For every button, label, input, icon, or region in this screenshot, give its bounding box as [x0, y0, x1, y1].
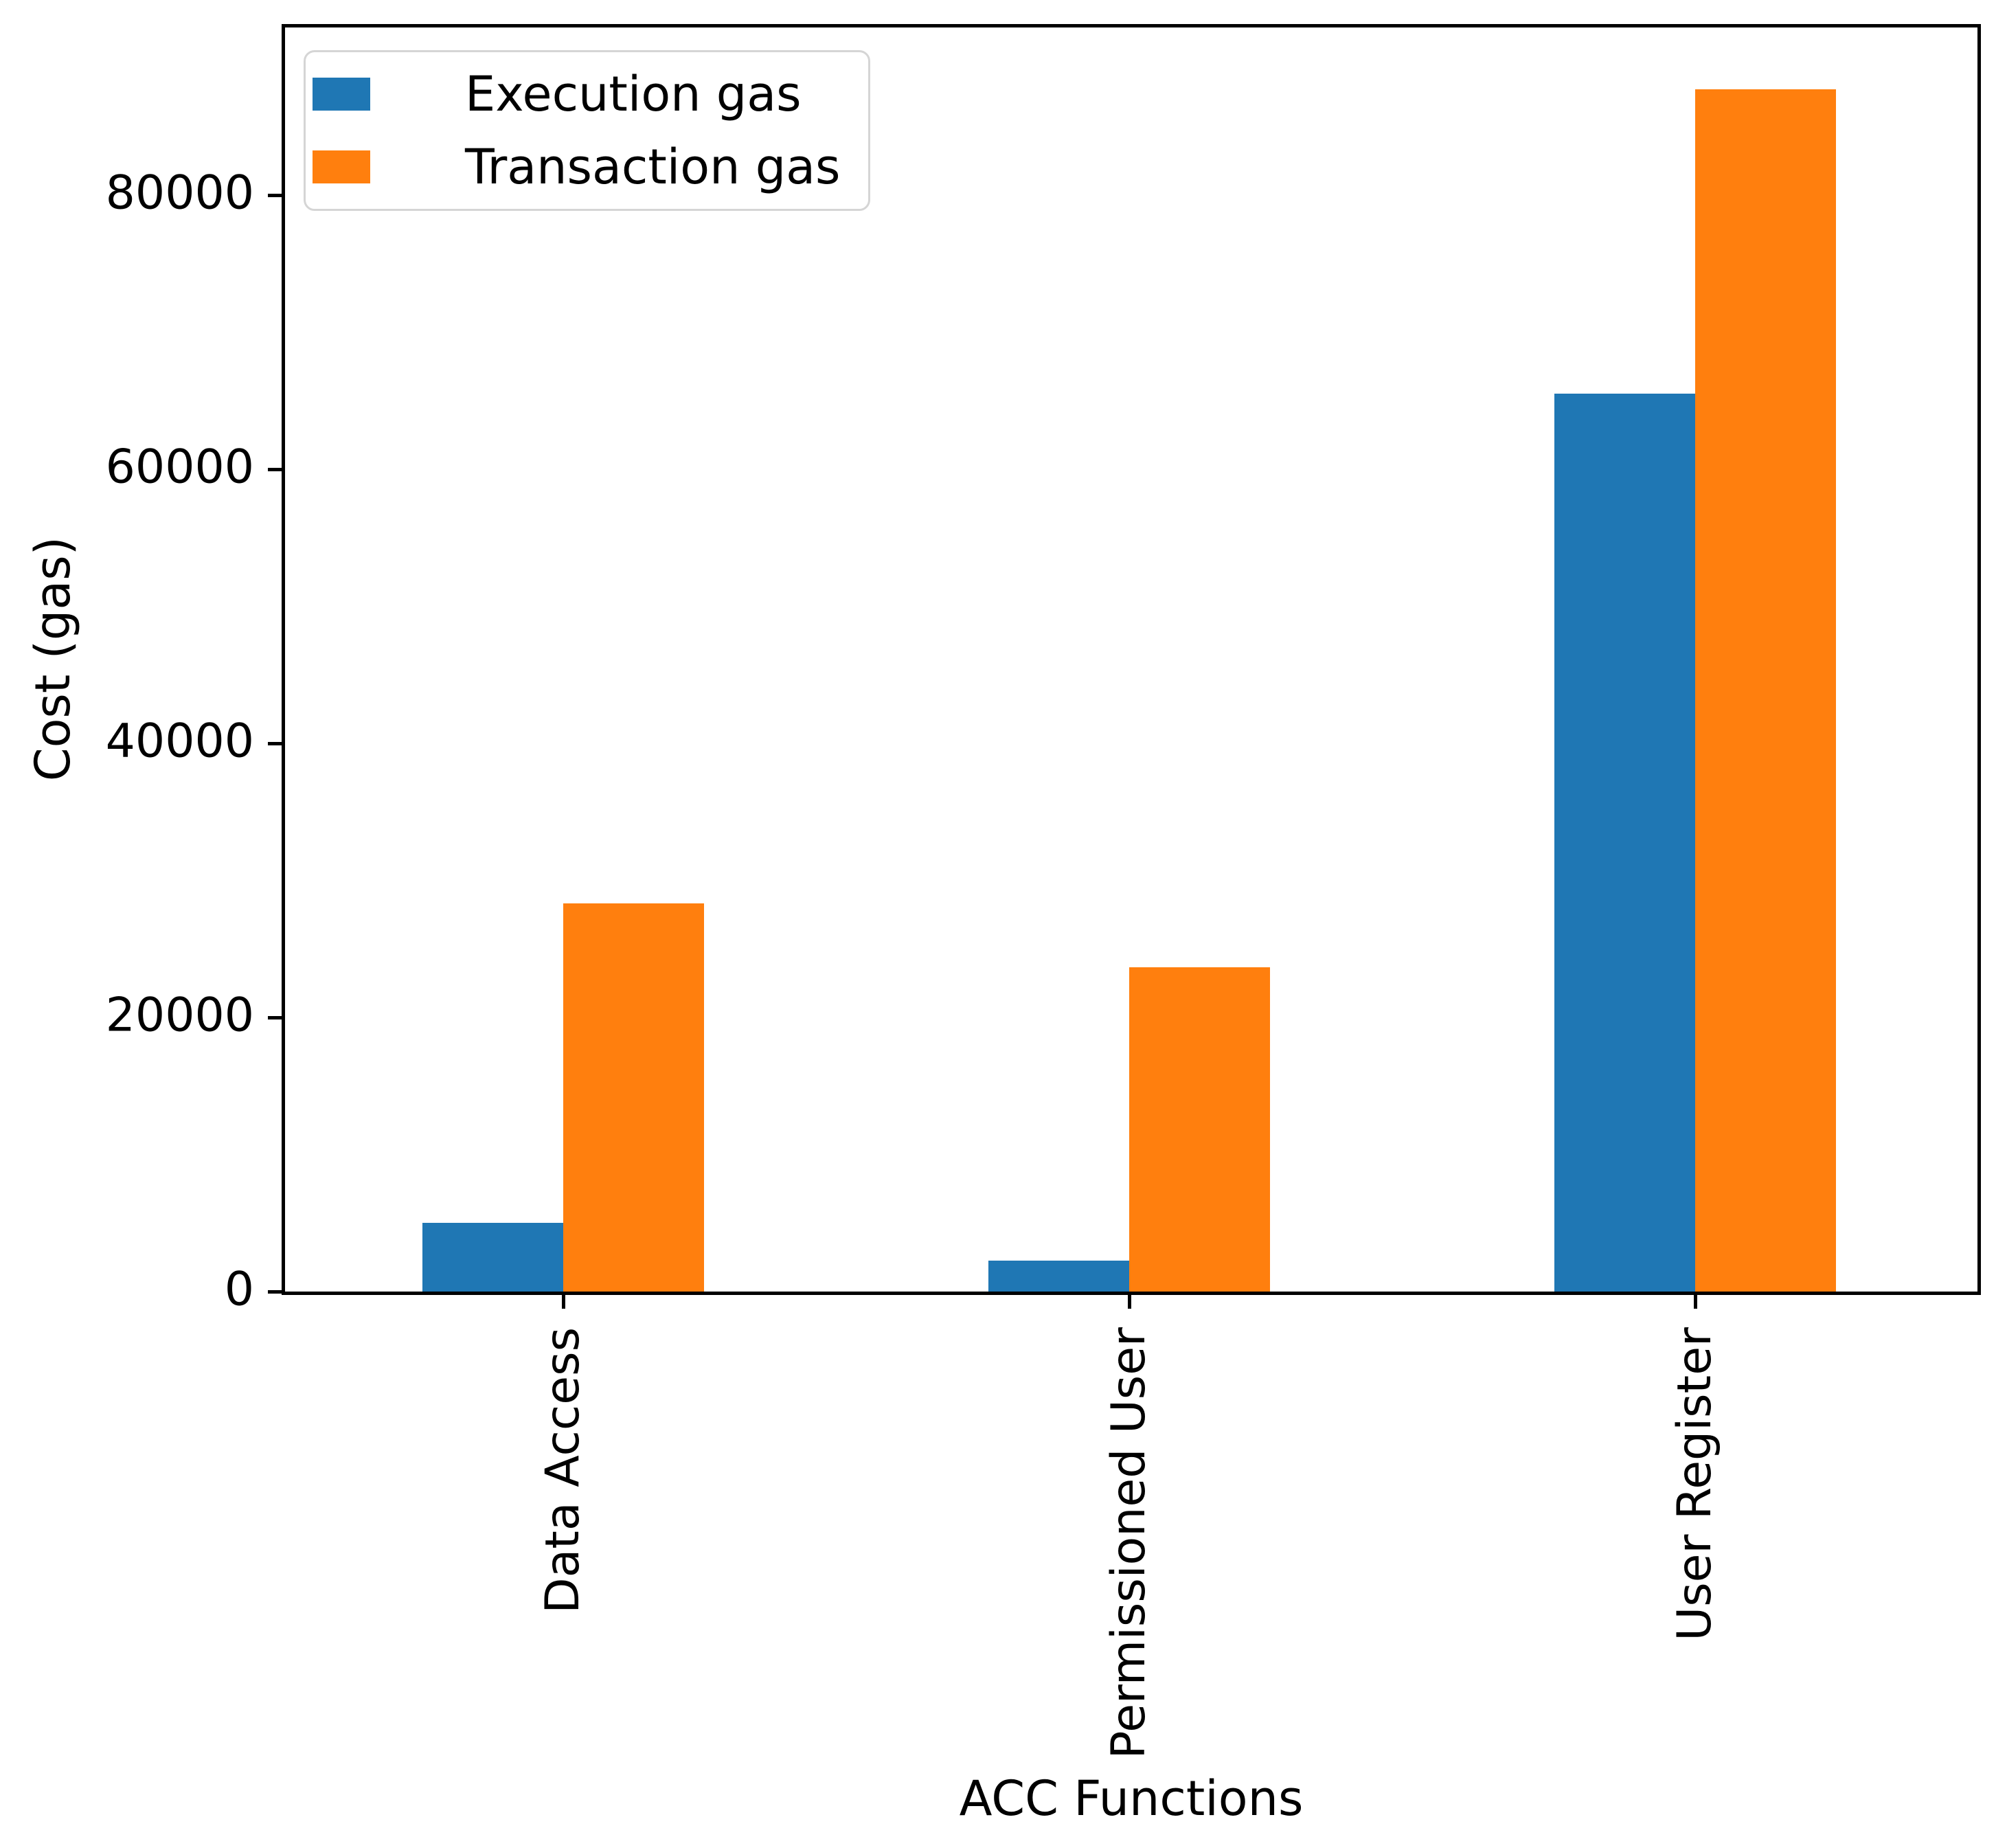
y-tick-mark [268, 1016, 282, 1020]
x-tick-label-user-register: User Register [1668, 1327, 1722, 1641]
bar-execution-gas-user-register [1554, 394, 1695, 1292]
legend-item-transaction-gas: Transaction gas [313, 139, 841, 195]
x-tick-mark [562, 1294, 565, 1309]
legend: Execution gas Transaction gas [304, 50, 870, 211]
x-tick-label-permissioned-user: Permissioned User [1102, 1327, 1156, 1759]
bar-execution-gas-data-access [422, 1223, 563, 1292]
y-tick-label: 0 [224, 1262, 254, 1317]
y-tick-mark [268, 468, 282, 472]
y-tick-label: 20000 [105, 988, 254, 1043]
y-tick-mark [268, 194, 282, 198]
y-axis-label: Cost (gas) [25, 537, 81, 782]
bar-transaction-gas-data-access [563, 903, 704, 1292]
x-tick-mark [1128, 1294, 1131, 1309]
legend-label-transaction-gas: Transaction gas [465, 139, 841, 195]
legend-label-execution-gas: Execution gas [465, 66, 802, 122]
y-tick-label: 80000 [105, 166, 254, 221]
y-axis-label-wrap: Cost (gas) [25, 25, 81, 1293]
y-tick-mark [268, 742, 282, 746]
legend-swatch-transaction-gas [313, 150, 370, 183]
bar-execution-gas-permissioned-user [988, 1261, 1129, 1292]
legend-swatch-execution-gas [313, 78, 370, 111]
x-axis-label: ACC Functions [959, 1770, 1304, 1827]
bar-transaction-gas-user-register [1695, 89, 1836, 1292]
y-tick-label: 60000 [105, 440, 254, 495]
y-tick-mark [268, 1290, 282, 1294]
x-tick-mark [1694, 1294, 1697, 1309]
legend-item-execution-gas: Execution gas [313, 66, 841, 122]
y-tick-label: 40000 [105, 714, 254, 769]
x-tick-label-data-access: Data Access [536, 1327, 590, 1614]
bar-transaction-gas-permissioned-user [1129, 967, 1270, 1292]
